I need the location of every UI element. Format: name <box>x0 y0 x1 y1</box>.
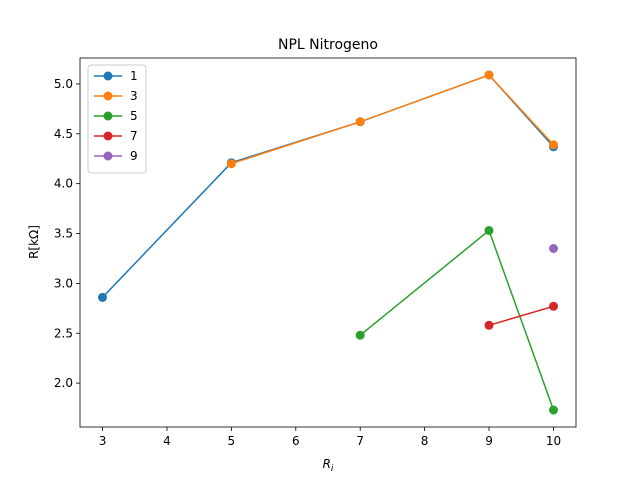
x-tick-label-0: 3 <box>99 434 107 448</box>
y-tick-label-6: 5.0 <box>54 77 73 91</box>
legend-label-1: 1 <box>130 69 138 83</box>
data-point-3-3 <box>549 140 558 150</box>
x-tick-label-6: 9 <box>485 434 493 448</box>
x-tick-label-1: 4 <box>163 434 171 448</box>
y-tick-label-3: 3.5 <box>54 227 73 241</box>
series-line-5 <box>359 229 555 411</box>
series-line-1 <box>101 74 555 298</box>
data-point-3-0 <box>226 159 236 169</box>
x-tick-label-7: 10 <box>546 434 561 448</box>
data-point-7-1 <box>549 301 558 311</box>
legend-marker-7 <box>103 131 113 141</box>
legend-marker-9 <box>103 151 113 161</box>
data-point-3-1 <box>355 117 365 127</box>
legend-label-5: 5 <box>130 109 138 123</box>
x-tick-label-2: 5 <box>228 434 236 448</box>
plot-area: 3 4 5 6 7 8 9 10 2.0 2.5 3.0 3.5 4.0 4.5 5.0 <box>54 57 577 448</box>
legend-label-9: 9 <box>130 149 138 163</box>
x-tick-label-4: 7 <box>356 434 364 448</box>
x-axis-title: Ri <box>323 457 334 474</box>
legend-box <box>87 64 147 174</box>
data-point-3-2 <box>484 70 494 80</box>
data-point-9-0 <box>549 244 558 253</box>
x-tick-label-5: 8 <box>421 434 429 448</box>
legend-marker-5 <box>103 111 113 121</box>
legend-label-7: 7 <box>130 129 138 143</box>
legend: 1 3 5 7 9 <box>87 64 147 174</box>
y-tick-label-0: 2.0 <box>54 376 73 390</box>
y-tick-label-2: 3.0 <box>54 276 73 290</box>
chart-title: NPL Nitrogeno <box>278 37 378 53</box>
y-tick-label-4: 4.0 <box>54 177 73 191</box>
data-point-1-0 <box>98 292 107 302</box>
y-tick-label-1: 2.5 <box>54 326 73 340</box>
data-point-5-0 <box>355 330 365 340</box>
data-point-5-2 <box>549 405 558 415</box>
x-tick-label-3: 6 <box>292 434 300 448</box>
axes-frame <box>79 57 577 428</box>
data-point-7-0 <box>484 320 494 330</box>
y-axis-title: R[kΩ] <box>27 225 41 259</box>
legend-marker-1 <box>103 71 113 81</box>
series-line-3 <box>231 74 555 165</box>
legend-marker-3 <box>103 91 113 101</box>
series-line-7 <box>488 305 554 327</box>
y-tick-label-5: 4.5 <box>54 127 73 141</box>
data-point-5-1 <box>484 226 494 235</box>
legend-label-3: 3 <box>130 89 138 103</box>
